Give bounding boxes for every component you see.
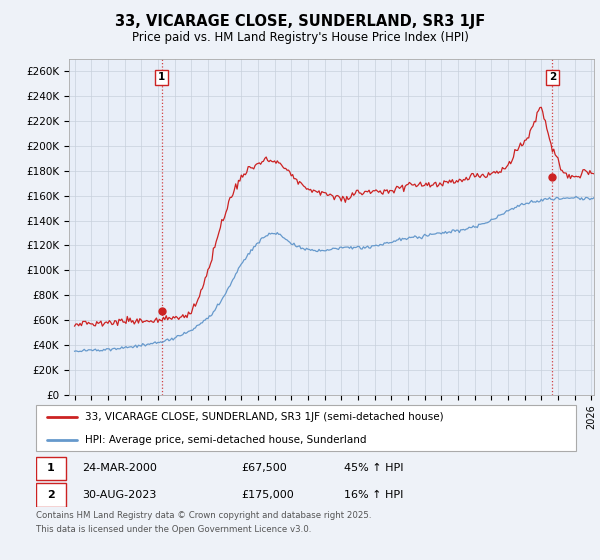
Text: 33, VICARAGE CLOSE, SUNDERLAND, SR3 1JF: 33, VICARAGE CLOSE, SUNDERLAND, SR3 1JF bbox=[115, 14, 485, 29]
Text: 2: 2 bbox=[548, 72, 556, 82]
Text: Contains HM Land Registry data © Crown copyright and database right 2025.: Contains HM Land Registry data © Crown c… bbox=[36, 511, 371, 520]
Bar bbox=[36, 483, 66, 507]
Text: 1: 1 bbox=[47, 464, 55, 474]
Text: 16% ↑ HPI: 16% ↑ HPI bbox=[344, 490, 403, 500]
FancyBboxPatch shape bbox=[36, 405, 576, 451]
Text: HPI: Average price, semi-detached house, Sunderland: HPI: Average price, semi-detached house,… bbox=[85, 435, 366, 445]
Text: 2: 2 bbox=[47, 490, 55, 500]
Text: 24-MAR-2000: 24-MAR-2000 bbox=[82, 464, 157, 474]
Text: £67,500: £67,500 bbox=[241, 464, 287, 474]
Text: Price paid vs. HM Land Registry's House Price Index (HPI): Price paid vs. HM Land Registry's House … bbox=[131, 31, 469, 44]
Text: This data is licensed under the Open Government Licence v3.0.: This data is licensed under the Open Gov… bbox=[36, 525, 311, 534]
Bar bbox=[36, 457, 66, 480]
Text: 30-AUG-2023: 30-AUG-2023 bbox=[82, 490, 156, 500]
Text: 45% ↑ HPI: 45% ↑ HPI bbox=[344, 464, 403, 474]
Text: 33, VICARAGE CLOSE, SUNDERLAND, SR3 1JF (semi-detached house): 33, VICARAGE CLOSE, SUNDERLAND, SR3 1JF … bbox=[85, 412, 443, 422]
Text: 1: 1 bbox=[158, 72, 166, 82]
Text: £175,000: £175,000 bbox=[241, 490, 294, 500]
